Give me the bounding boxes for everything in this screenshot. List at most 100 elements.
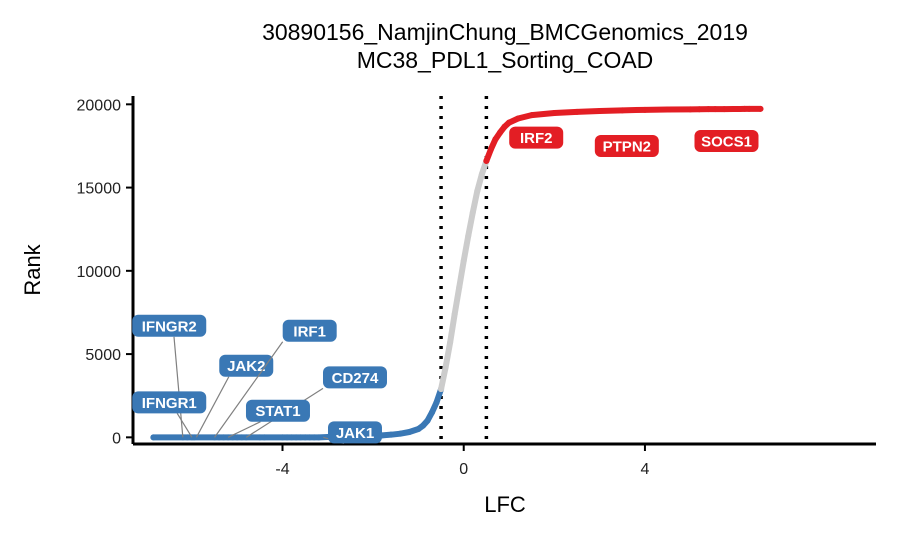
gene-label-ifngr1: IFNGR1 (132, 391, 207, 414)
label-connector (176, 413, 193, 438)
gene-label-text: IRF1 (293, 323, 326, 340)
x-tick-label: -4 (275, 461, 289, 478)
up-point (515, 115, 522, 122)
up-point (696, 106, 703, 113)
down-point (234, 434, 241, 441)
y-tick-label: 10000 (77, 264, 122, 281)
gene-label-box (509, 126, 564, 149)
neutral-point (478, 171, 485, 178)
down-point (429, 409, 436, 416)
up-point (483, 157, 490, 164)
gene-label-text: JAK1 (336, 425, 374, 442)
gene-label-jak1: JAK1 (327, 421, 382, 444)
y-tick-label: 0 (112, 430, 121, 447)
down-point (293, 434, 300, 441)
gene-label-text: SOCS1 (701, 133, 752, 150)
down-point (302, 434, 309, 441)
down-point (191, 434, 198, 441)
gene-label-text: IFNGR1 (142, 395, 197, 412)
gene-label-cd274: CD274 (322, 366, 387, 389)
neutral-point (442, 364, 449, 371)
gene-label-text: JAK2 (227, 358, 265, 375)
gene-label-box (245, 399, 310, 422)
x-tick-label: 0 (459, 461, 468, 478)
up-point (664, 106, 671, 113)
neutral-series-line (438, 157, 490, 393)
axes (131, 96, 876, 446)
gene-label-text: CD274 (332, 370, 379, 387)
neutral-point (460, 257, 467, 264)
up-point (746, 105, 753, 112)
down-point (297, 434, 304, 441)
gene-label-text: IRF2 (520, 130, 553, 147)
down-point (216, 434, 223, 441)
up-point (721, 106, 728, 113)
up-point (528, 112, 535, 119)
up-point (506, 119, 513, 126)
up-point (492, 136, 499, 143)
y-tick-label: 5000 (85, 347, 121, 364)
up-point (741, 105, 748, 112)
down-point (279, 434, 286, 441)
gene-label-box (219, 354, 274, 377)
gene-label-stat1: STAT1 (245, 399, 310, 422)
chart-title: 30890156_NamjinChung_BMCGenomics_2019 (262, 19, 748, 45)
data-points (150, 105, 764, 441)
gene-label-text: STAT1 (255, 403, 300, 420)
y-tick-label: 15000 (77, 181, 122, 198)
up-point (487, 146, 494, 153)
neutral-point (469, 209, 476, 216)
gene-label-irf1: IRF1 (282, 319, 337, 342)
down-point (261, 434, 268, 441)
gene-label-box (594, 134, 659, 157)
down-point (288, 434, 295, 441)
down-point (238, 434, 245, 441)
up-point (573, 108, 580, 115)
gene-label-text: PTPN2 (603, 138, 651, 155)
gene-label-box (327, 421, 382, 444)
up-point (732, 105, 739, 112)
up-point (757, 105, 764, 112)
gene-label-socs1: SOCS1 (694, 129, 759, 152)
up-point (737, 105, 744, 112)
neutral-point (465, 232, 472, 239)
y-tick-label: 20000 (77, 97, 122, 114)
y-axis-title: Rank (20, 243, 45, 295)
gene-label-box (694, 129, 759, 152)
down-point (433, 399, 440, 406)
gene-labels: IRF2 PTPN2 SOCS1 IFNGR2 IFNGR1 JAK2 IRF1 CD274 S… (132, 126, 759, 444)
gene-label-box (322, 366, 387, 389)
up-point (705, 106, 712, 113)
chart-subtitle: MC38_PDL1_Sorting_COAD (357, 47, 654, 73)
down-point (397, 430, 404, 437)
up-point (641, 106, 648, 113)
gene-label-irf2: IRF2 (509, 126, 564, 149)
up-point (596, 107, 603, 114)
y-ticks: 0 5000 10000 15000 20000 (77, 97, 133, 447)
down-point (311, 434, 318, 441)
up-point (712, 106, 719, 113)
gene-label-ptpn2: PTPN2 (594, 134, 659, 157)
down-point (419, 422, 426, 429)
x-axis-title: LFC (484, 492, 526, 517)
down-point (284, 434, 291, 441)
gene-label-ifngr2: IFNGR2 (132, 314, 207, 337)
down-point (415, 426, 422, 433)
up-point (501, 123, 508, 130)
up-point (496, 129, 503, 136)
up-point (687, 106, 694, 113)
down-point (388, 431, 395, 438)
down-point (184, 434, 191, 441)
x-tick-label: 4 (640, 461, 649, 478)
down-point (306, 434, 313, 441)
down-point (256, 434, 263, 441)
down-point (150, 434, 157, 441)
label-connector (214, 341, 284, 438)
gene-label-text: IFNGR2 (142, 318, 197, 335)
label-connector (195, 376, 230, 438)
neutral-point (447, 339, 454, 346)
neutral-point (474, 187, 481, 194)
gene-label-box (132, 314, 207, 337)
neutral-point (451, 311, 458, 318)
